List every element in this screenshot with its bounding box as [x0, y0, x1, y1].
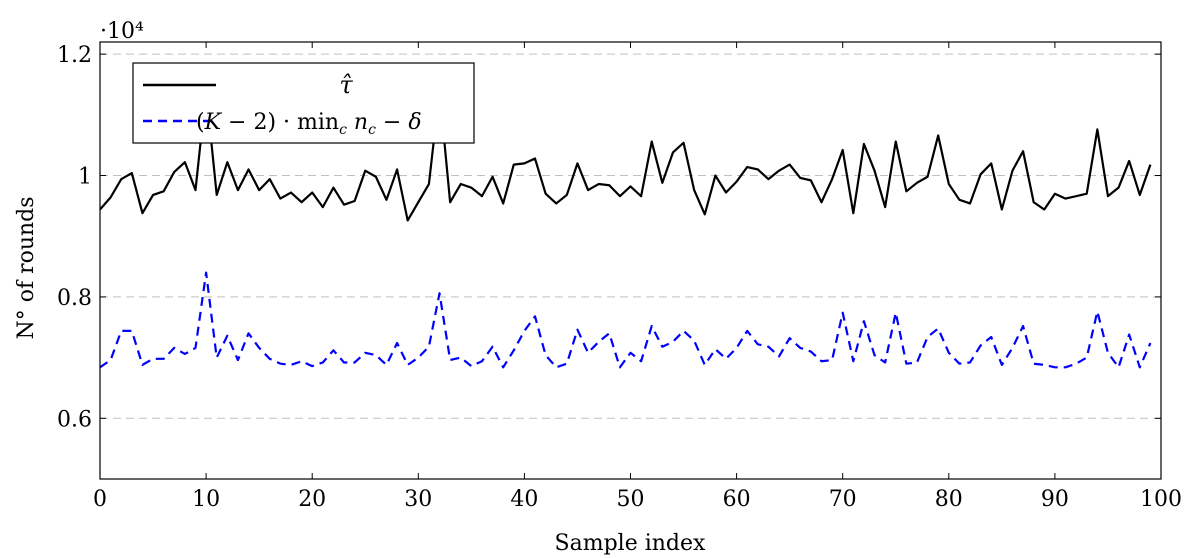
x-tick-label: 70 [829, 487, 857, 512]
legend-label-min-nc: (K − 2) · minc nc − δ [196, 110, 422, 138]
x-tick-label: 90 [1041, 487, 1069, 512]
axis-ticks: 0.6 0.8 1 1.2 0 10 20 30 40 50 60 70 80 90 100 [57, 42, 1182, 512]
x-tick-label: 10 [192, 487, 220, 512]
legend: τ̂ (K − 2) · minc nc − δ [132, 62, 475, 144]
gridlines [100, 53, 1161, 419]
y-tick-label: 1 [78, 165, 92, 190]
y-tick-label: 1.2 [57, 43, 92, 68]
y-axis-scale-label: ·10⁴ [100, 19, 144, 44]
x-tick-label: 80 [935, 487, 963, 512]
x-tick-label: 60 [723, 487, 751, 512]
x-tick-label: 50 [617, 487, 645, 512]
series-line-min-nc [99, 271, 1152, 369]
y-tick-label: 0.8 [57, 286, 92, 311]
x-tick-label: 30 [404, 487, 432, 512]
series-lines [99, 89, 1152, 369]
y-tick-label: 0.6 [57, 407, 92, 432]
x-axis-label: Sample index [555, 531, 706, 556]
series-line-tau-hat [99, 89, 1152, 222]
y-axis-label: N° of rounds [14, 196, 39, 339]
legend-box [132, 62, 475, 144]
x-tick-label: 100 [1140, 487, 1182, 512]
x-tick-label: 40 [510, 487, 538, 512]
x-tick-label: 0 [93, 487, 107, 512]
x-tick-label: 20 [298, 487, 326, 512]
legend-label-tau-hat: τ̂ [339, 71, 353, 99]
